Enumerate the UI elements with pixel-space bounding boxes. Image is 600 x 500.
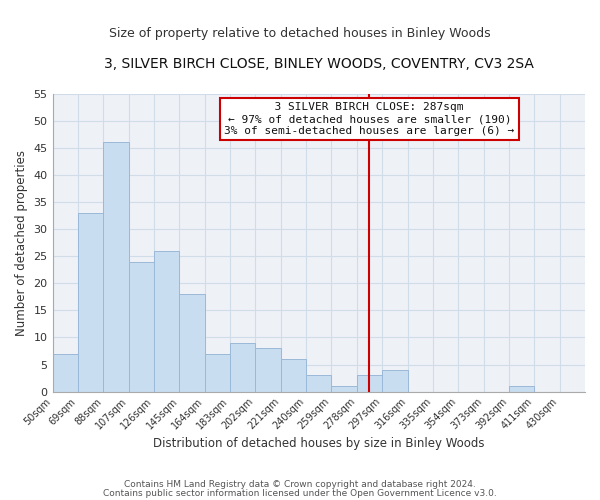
Bar <box>230 343 256 392</box>
Bar <box>53 354 78 392</box>
Bar <box>103 142 128 392</box>
X-axis label: Distribution of detached houses by size in Binley Woods: Distribution of detached houses by size … <box>153 437 485 450</box>
Bar <box>78 213 103 392</box>
Y-axis label: Number of detached properties: Number of detached properties <box>15 150 28 336</box>
Bar <box>256 348 281 392</box>
Bar <box>128 262 154 392</box>
Text: Size of property relative to detached houses in Binley Woods: Size of property relative to detached ho… <box>109 28 491 40</box>
Bar <box>154 250 179 392</box>
Text: Contains public sector information licensed under the Open Government Licence v3: Contains public sector information licen… <box>103 488 497 498</box>
Bar <box>382 370 407 392</box>
Bar <box>281 359 306 392</box>
Bar <box>357 376 382 392</box>
Bar <box>306 376 331 392</box>
Bar <box>205 354 230 392</box>
Title: 3, SILVER BIRCH CLOSE, BINLEY WOODS, COVENTRY, CV3 2SA: 3, SILVER BIRCH CLOSE, BINLEY WOODS, COV… <box>104 58 534 71</box>
Text: 3 SILVER BIRCH CLOSE: 287sqm  
← 97% of detached houses are smaller (190)
3% of : 3 SILVER BIRCH CLOSE: 287sqm ← 97% of de… <box>224 102 514 136</box>
Text: Contains HM Land Registry data © Crown copyright and database right 2024.: Contains HM Land Registry data © Crown c… <box>124 480 476 489</box>
Bar <box>331 386 357 392</box>
Bar <box>179 294 205 392</box>
Bar <box>509 386 534 392</box>
